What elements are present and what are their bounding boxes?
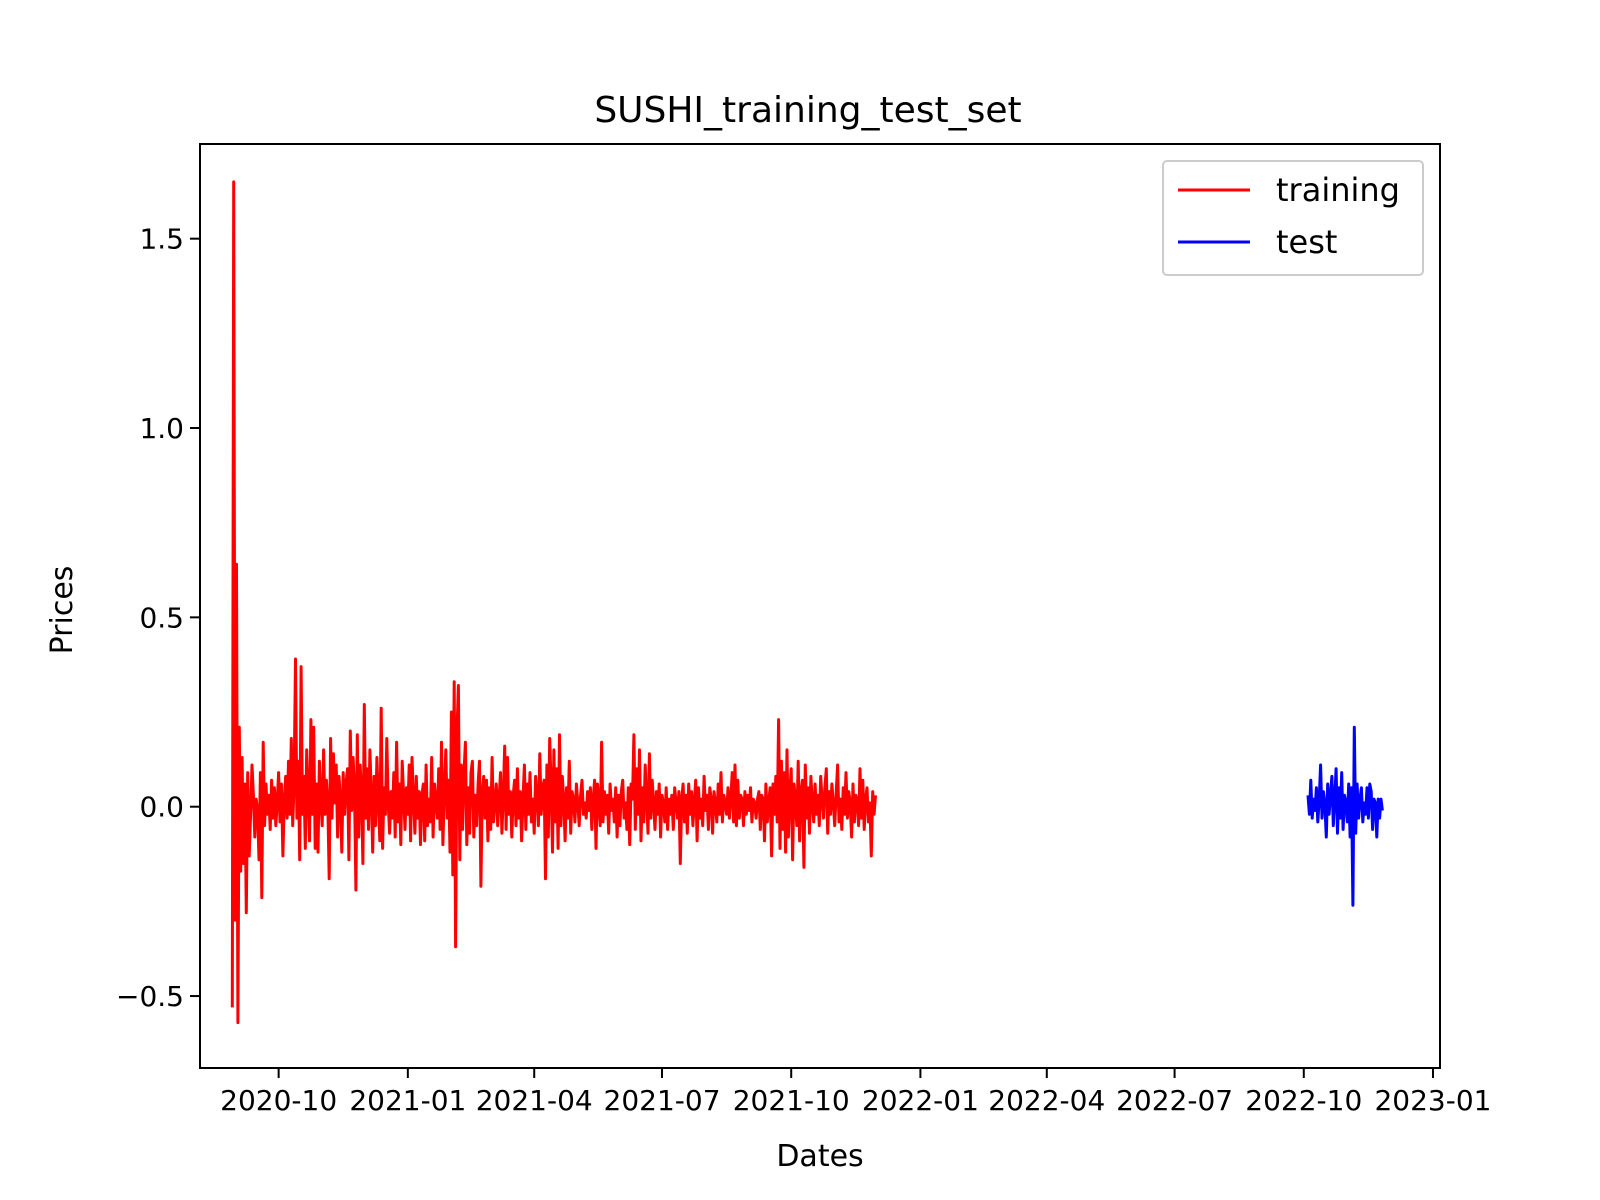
x-tick-label: 2022-07 (1116, 1084, 1233, 1117)
y-tick-label: 1.0 (139, 412, 184, 445)
legend-label-training: training (1276, 171, 1400, 209)
x-tick-label: 2022-04 (988, 1084, 1105, 1117)
x-axis: 2020-10 2021-01 2021-04 2021-07 2021-10 2022-… (220, 1068, 1491, 1117)
plot-frame (199, 143, 1441, 1069)
y-tick-label: −0.5 (116, 980, 184, 1013)
series-line-test (1306, 725, 1384, 907)
x-tick-label: 2021-10 (733, 1084, 850, 1117)
x-tick-label: 2021-04 (476, 1084, 593, 1117)
y-axis-label: Prices (45, 566, 80, 655)
x-axis-label: Dates (776, 1139, 863, 1174)
x-tick-label: 2021-07 (604, 1084, 721, 1117)
legend-label-test: test (1276, 223, 1337, 261)
y-axis: −0.5 0.0 0.5 1.0 1.5 (116, 223, 200, 1013)
x-tick-label: 2022-10 (1245, 1084, 1362, 1117)
x-tick-label: 2020-10 (220, 1084, 337, 1117)
series-line-training (230, 180, 877, 1025)
chart-title: SUSHI_training_test_set (594, 90, 1021, 131)
y-tick-label: 1.5 (139, 223, 184, 256)
y-tick-label: 0.5 (139, 601, 184, 634)
x-tick-label: 2021-01 (349, 1084, 466, 1117)
legend: training test (1162, 160, 1424, 276)
y-tick-label: 0.0 (139, 791, 184, 824)
plot-lines (230, 180, 1384, 1025)
x-tick-label: 2023-01 (1374, 1084, 1491, 1117)
x-tick-label: 2022-01 (862, 1084, 979, 1117)
